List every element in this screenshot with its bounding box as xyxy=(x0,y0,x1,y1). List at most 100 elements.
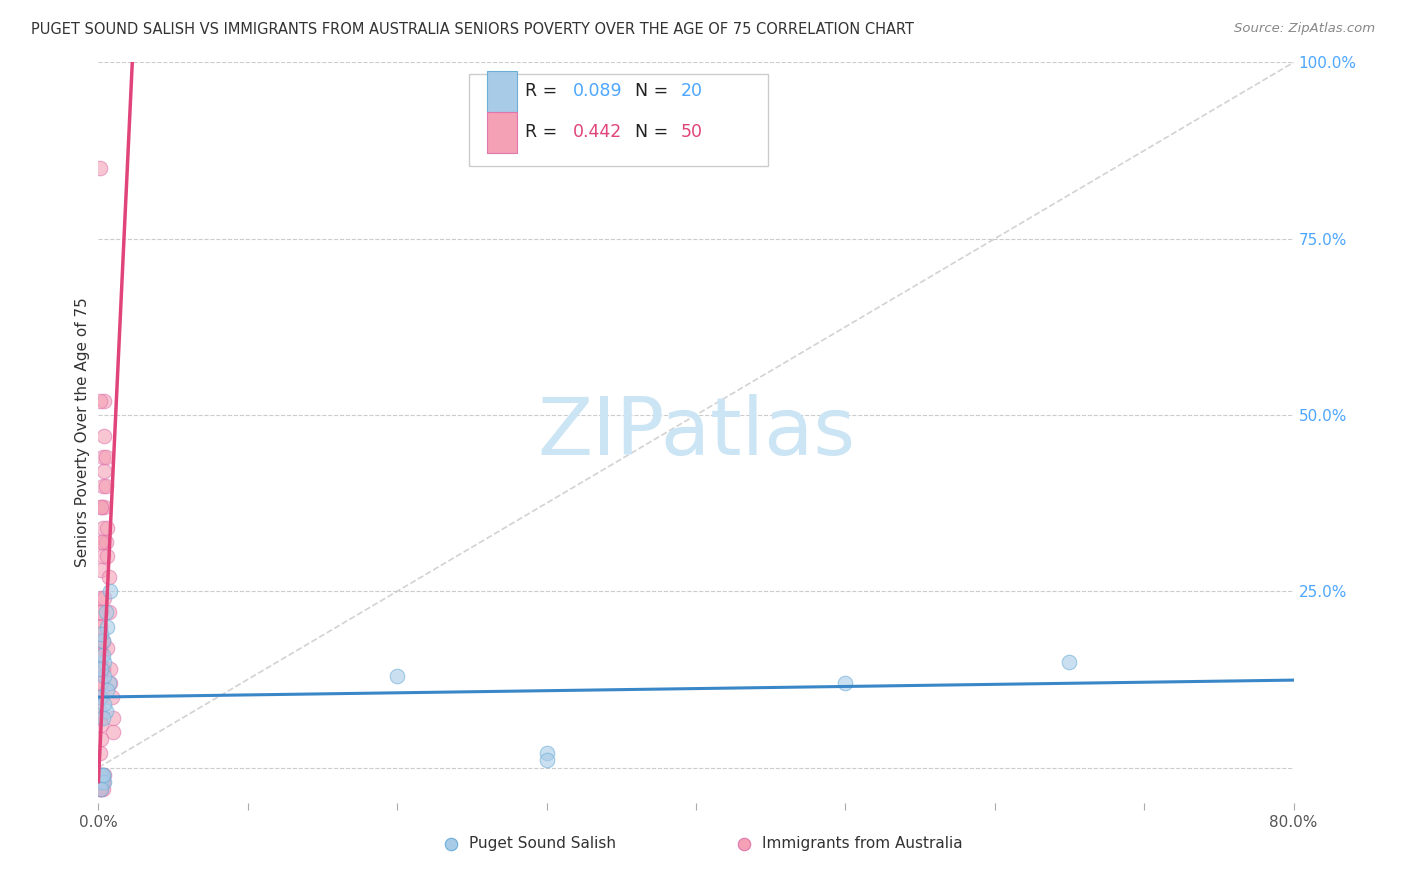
Y-axis label: Seniors Poverty Over the Age of 75: Seniors Poverty Over the Age of 75 xyxy=(75,298,90,567)
Point xyxy=(91,774,114,789)
Point xyxy=(91,767,114,781)
Point xyxy=(89,690,111,704)
Text: Puget Sound Salish: Puget Sound Salish xyxy=(470,836,616,851)
Point xyxy=(89,781,111,796)
Point xyxy=(90,767,112,781)
Point xyxy=(90,626,112,640)
Point xyxy=(89,393,111,408)
Point xyxy=(90,535,112,549)
Text: PUGET SOUND SALISH VS IMMIGRANTS FROM AUSTRALIA SENIORS POVERTY OVER THE AGE OF : PUGET SOUND SALISH VS IMMIGRANTS FROM AU… xyxy=(31,22,914,37)
Point xyxy=(91,549,114,563)
Point xyxy=(93,393,115,408)
Text: R =: R = xyxy=(524,82,562,100)
Point xyxy=(90,662,112,676)
Point xyxy=(89,606,111,620)
Point xyxy=(91,633,114,648)
Point xyxy=(94,478,117,492)
Point xyxy=(536,754,558,768)
Point xyxy=(89,662,111,676)
Point xyxy=(94,450,117,465)
Point xyxy=(90,718,112,732)
Text: Source: ZipAtlas.com: Source: ZipAtlas.com xyxy=(1234,22,1375,36)
Text: Immigrants from Australia: Immigrants from Australia xyxy=(762,836,962,851)
Point xyxy=(91,774,114,789)
Point xyxy=(96,640,118,655)
FancyBboxPatch shape xyxy=(470,73,768,166)
Text: 0.089: 0.089 xyxy=(572,82,623,100)
Point xyxy=(96,683,118,698)
Point xyxy=(89,161,111,176)
Point xyxy=(93,697,115,711)
Point xyxy=(98,584,122,599)
Point xyxy=(89,781,111,796)
Point xyxy=(90,500,112,514)
Point xyxy=(89,626,111,640)
Point xyxy=(91,781,114,796)
FancyBboxPatch shape xyxy=(486,112,517,153)
Point xyxy=(93,500,115,514)
Point xyxy=(385,669,409,683)
Point xyxy=(89,711,111,725)
Point xyxy=(93,591,115,606)
Point xyxy=(90,676,112,690)
Point xyxy=(90,648,112,662)
Point xyxy=(90,690,112,704)
Point xyxy=(97,570,120,584)
Text: R =: R = xyxy=(524,123,562,141)
Point xyxy=(536,747,558,761)
Point xyxy=(93,767,115,781)
Point xyxy=(91,711,114,725)
Point xyxy=(91,450,114,465)
Point xyxy=(96,619,118,633)
Point xyxy=(89,774,111,789)
Point xyxy=(103,725,125,739)
Point xyxy=(90,767,112,781)
Point xyxy=(90,563,112,577)
Point xyxy=(89,640,111,655)
Text: N =: N = xyxy=(636,123,673,141)
Point xyxy=(97,606,120,620)
Point xyxy=(89,774,111,789)
Point xyxy=(94,606,117,620)
Point xyxy=(89,767,111,781)
Text: 20: 20 xyxy=(681,82,703,100)
Point xyxy=(90,774,112,789)
Point xyxy=(94,704,117,718)
Point xyxy=(894,799,917,814)
Text: 50: 50 xyxy=(681,123,703,141)
Point xyxy=(90,606,112,620)
Point xyxy=(103,711,125,725)
Point xyxy=(94,535,117,549)
Point xyxy=(90,781,112,796)
Point xyxy=(96,521,118,535)
Point xyxy=(90,774,112,789)
Point xyxy=(90,676,112,690)
Point xyxy=(93,774,115,789)
Point xyxy=(89,619,111,633)
Point xyxy=(89,690,111,704)
Point xyxy=(98,662,122,676)
Point xyxy=(1059,655,1081,669)
Point xyxy=(91,662,114,676)
Point xyxy=(91,535,114,549)
Point xyxy=(93,669,115,683)
Point xyxy=(93,655,115,669)
Point xyxy=(91,478,114,492)
Point xyxy=(91,767,114,781)
Point xyxy=(89,747,111,761)
Point xyxy=(98,676,122,690)
Point xyxy=(89,704,111,718)
Point xyxy=(96,549,118,563)
Point xyxy=(89,619,111,633)
Point xyxy=(90,781,112,796)
Text: ZIPatlas: ZIPatlas xyxy=(537,393,855,472)
Point xyxy=(97,676,120,690)
Point xyxy=(834,676,856,690)
Point xyxy=(91,633,114,648)
Point xyxy=(90,633,112,648)
Point xyxy=(93,429,115,443)
Point xyxy=(90,591,112,606)
Point xyxy=(91,521,114,535)
Point xyxy=(90,732,112,747)
Text: N =: N = xyxy=(636,82,673,100)
